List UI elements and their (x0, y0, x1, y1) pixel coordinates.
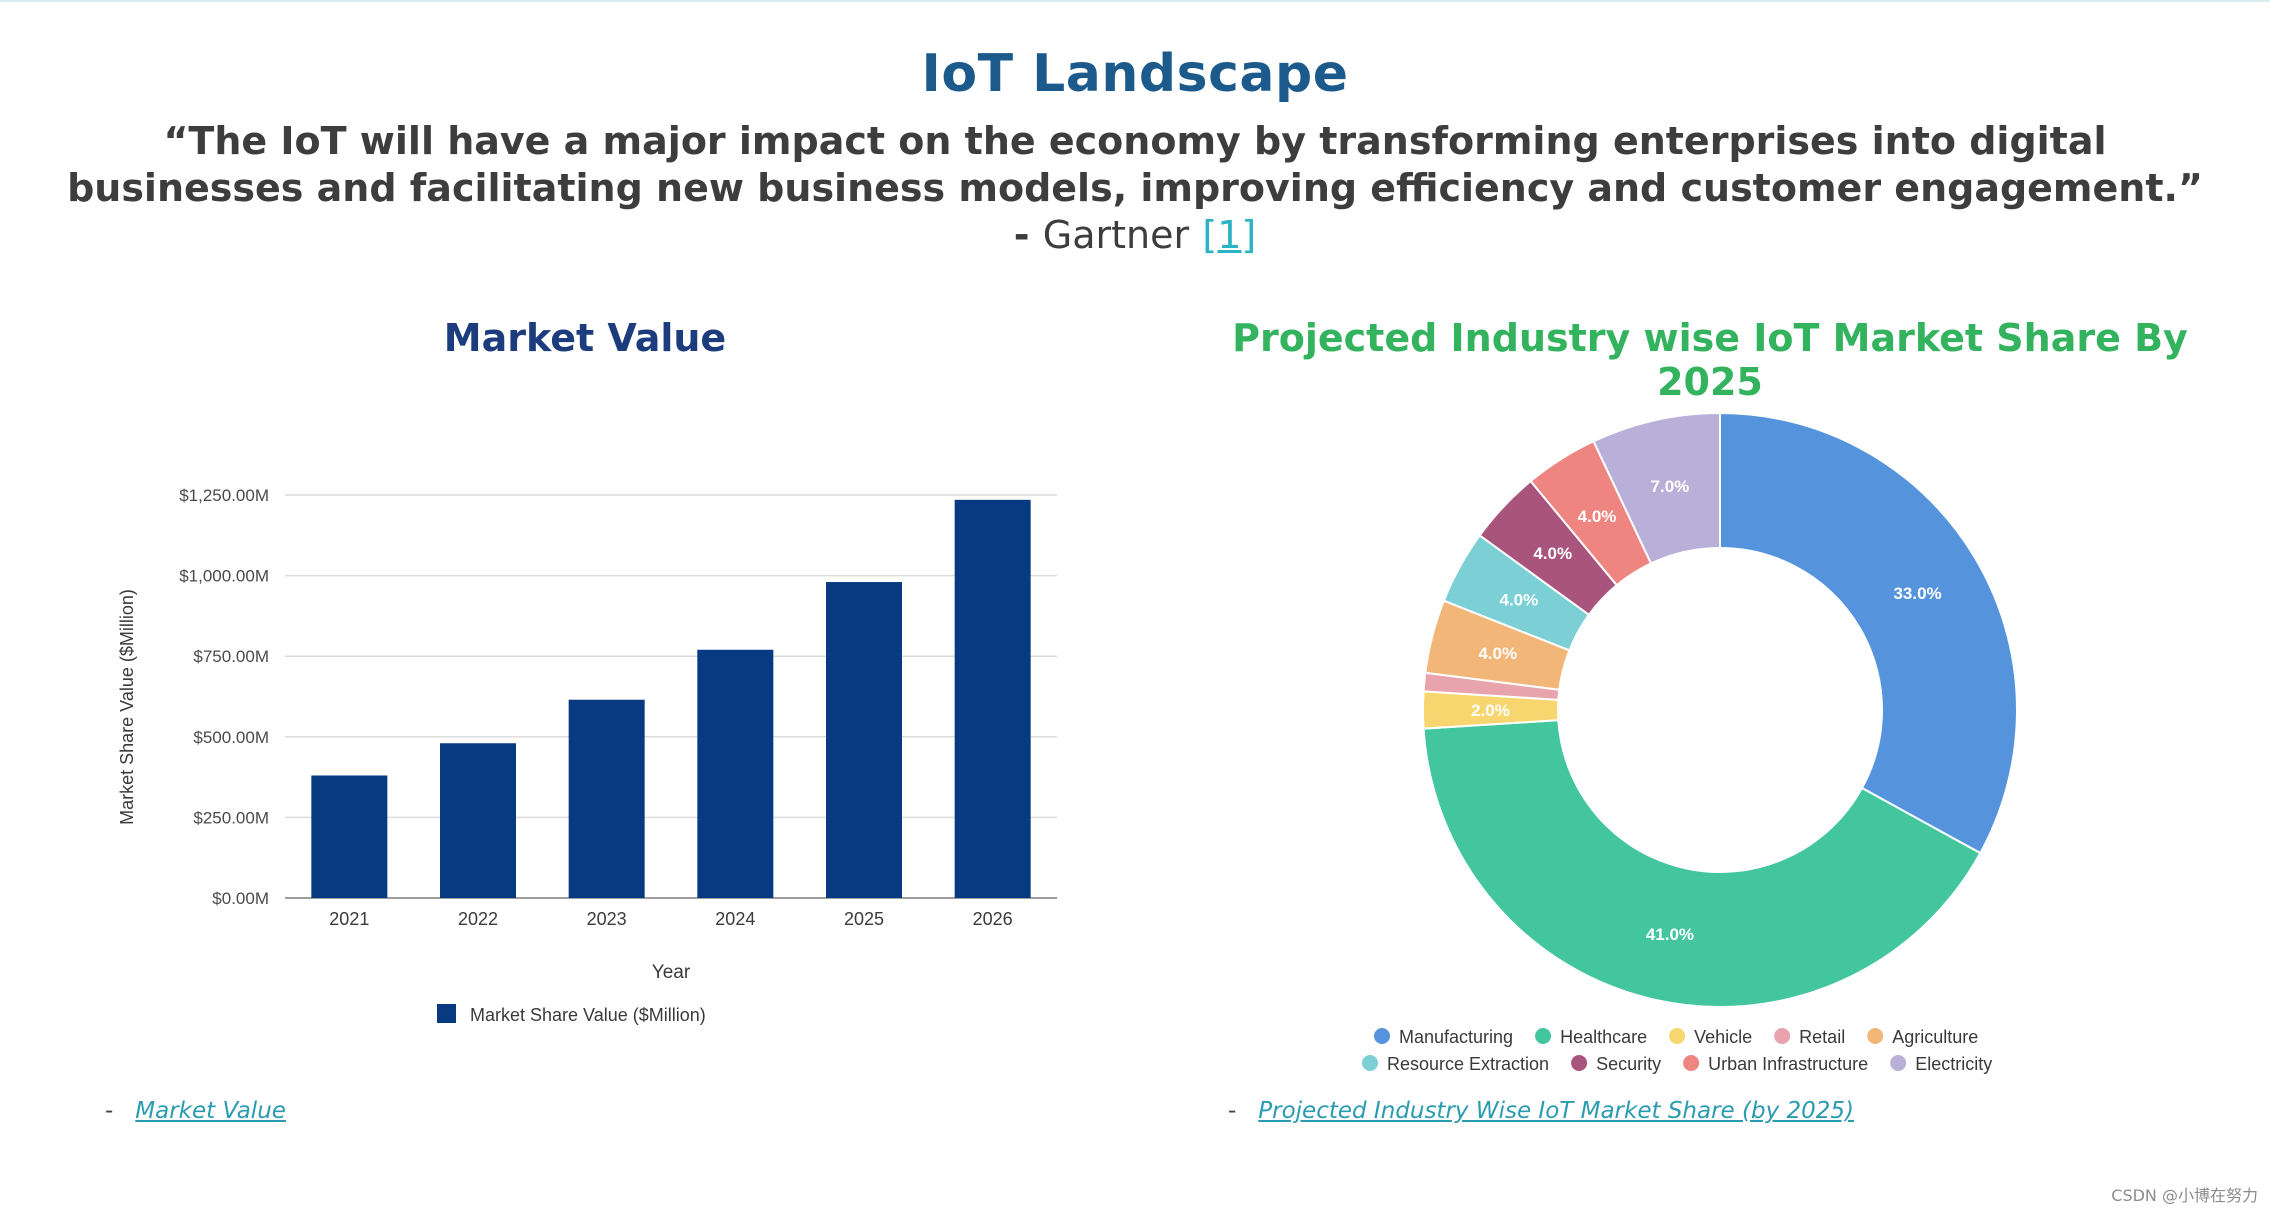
legend-dot (1867, 1028, 1884, 1044)
x-axis-label: Year (652, 962, 691, 983)
legend-dot (1362, 1055, 1378, 1071)
bar-chart-title: Market Value (443, 316, 727, 360)
y-tick-label: $750.00M (193, 647, 269, 666)
donut-chart-title: Projected Industry wise IoT Market Share… (1232, 316, 2188, 404)
y-tick-label: $0.00M (212, 889, 269, 908)
legend-label: Market Share Value ($Million) (470, 1005, 706, 1025)
y-tick-label: $250.00M (193, 808, 269, 827)
legend-dot (1374, 1028, 1390, 1044)
market-share-link[interactable]: Projected Industry Wise IoT Market Share… (1258, 1098, 1855, 1124)
legend-label: Manufacturing (1399, 1027, 1513, 1047)
slice-label: 7.0% (1651, 477, 1690, 496)
slice-label: 33.0% (1893, 584, 1941, 603)
slice-label: 41.0% (1646, 925, 1694, 944)
legend-swatch (437, 1004, 456, 1023)
page-title: IoT Landscape (921, 44, 1349, 104)
legend-dot (1890, 1055, 1907, 1071)
legend-dot (1571, 1055, 1588, 1071)
x-tick-label: 2023 (587, 909, 627, 929)
bar-2025 (826, 582, 902, 898)
source-dash: - (1228, 1098, 1237, 1124)
source-market-share: - Projected Industry Wise IoT Market Sha… (1228, 1098, 1854, 1124)
x-tick-label: 2021 (329, 909, 369, 929)
slice-label: 4.0% (1578, 507, 1617, 526)
legend-label: Resource Extraction (1387, 1054, 1549, 1074)
slice-label: 4.0% (1478, 644, 1517, 663)
slice-healthcare (1422, 719, 1982, 1008)
x-tick-label: 2024 (715, 909, 755, 929)
slice-label: 4.0% (1533, 544, 1572, 563)
slice-electricity (1592, 411, 1721, 565)
bar-2023 (568, 699, 645, 898)
market-value-link[interactable]: Market Value (135, 1098, 286, 1124)
bar-2024 (697, 649, 774, 898)
legend-label: Agriculture (1892, 1027, 1978, 1047)
quote-dash: - (1013, 213, 1043, 257)
legend-label: Security (1596, 1054, 1661, 1074)
source-dash: - (105, 1098, 114, 1124)
legend-label: Healthcare (1560, 1027, 1647, 1047)
legend-label: Retail (1799, 1027, 1845, 1047)
y-axis-label: Market Share Value ($Million) (117, 589, 137, 825)
y-tick-label: $1,250.00M (179, 486, 269, 505)
legend-label: Urban Infrastructure (1708, 1054, 1868, 1074)
watermark: CSDN @小博在努力 (2111, 1186, 2258, 1205)
x-tick-label: 2026 (973, 909, 1013, 929)
slice-manufacturing (1719, 411, 2018, 855)
y-tick-label: $1,000.00M (179, 567, 269, 586)
legend-dot (1535, 1028, 1552, 1044)
quote-attribution: Gartner (1042, 213, 1190, 257)
source-market-value: - Market Value (105, 1098, 286, 1124)
bar-2026 (954, 499, 1031, 898)
x-tick-label: 2022 (458, 909, 498, 929)
legend-label: Vehicle (1694, 1027, 1752, 1047)
bar-2021 (311, 775, 388, 898)
legend-label: Electricity (1915, 1054, 1992, 1074)
bar-2022 (440, 743, 516, 898)
legend-dot (1683, 1055, 1700, 1071)
slice-label: 2.0% (1471, 701, 1510, 720)
y-tick-label: $500.00M (193, 728, 269, 747)
top-border (0, 0, 2270, 2)
reference-link[interactable]: [1] (1202, 213, 1257, 257)
quote-text: “The IoT will have a major impact on the… (67, 119, 2203, 210)
x-tick-label: 2025 (844, 909, 884, 929)
quote: “The IoT will have a major impact on the… (60, 118, 2210, 259)
legend-dot (1669, 1028, 1686, 1044)
slice-label: 4.0% (1500, 590, 1539, 609)
legend-dot (1774, 1028, 1791, 1044)
